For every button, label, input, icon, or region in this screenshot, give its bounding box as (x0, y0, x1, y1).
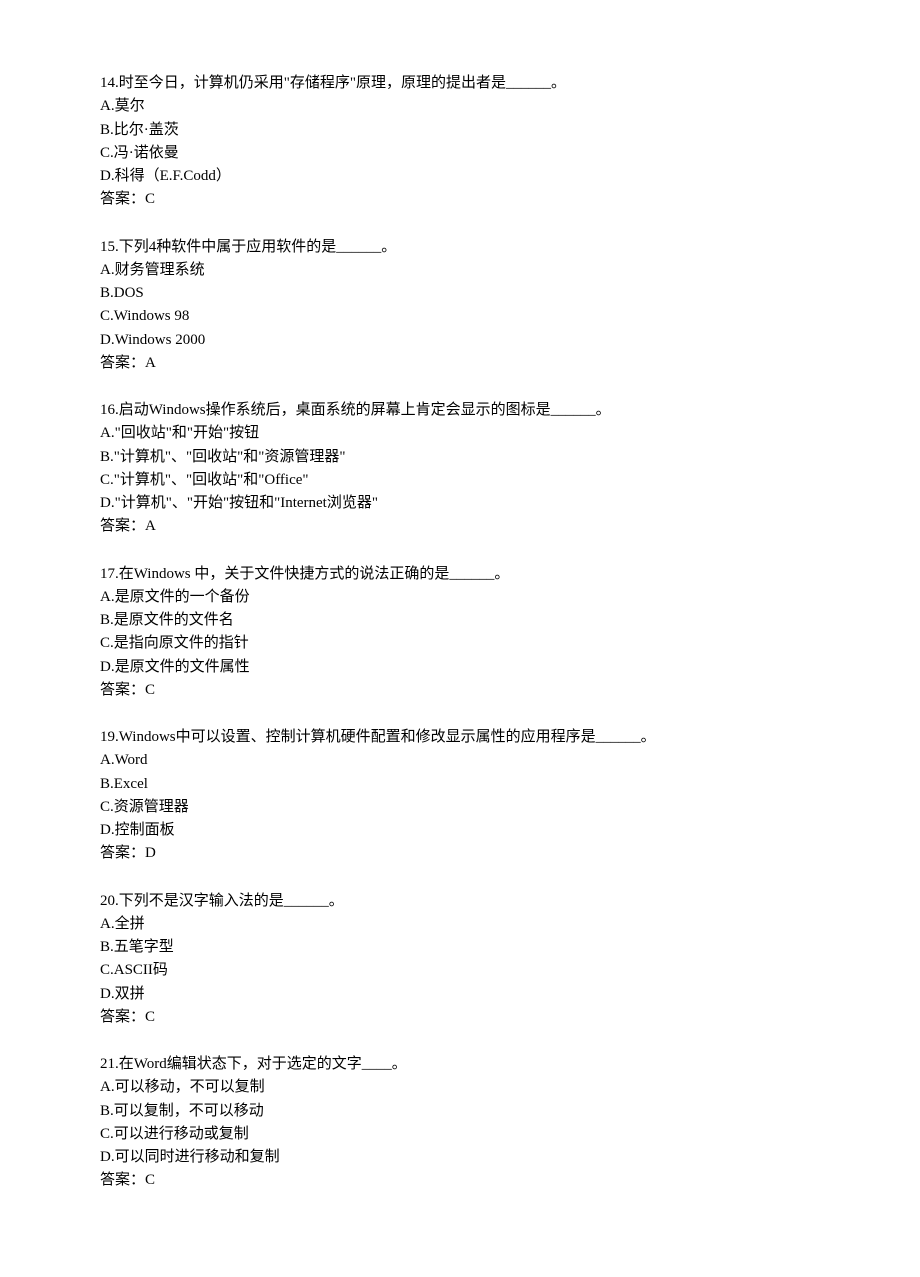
option-c: C.可以进行移动或复制 (100, 1123, 820, 1146)
option-b: B.Excel (100, 773, 820, 796)
option-b: B.可以复制，不可以移动 (100, 1100, 820, 1123)
option-a: A.Word (100, 749, 820, 772)
option-c: C."计算机"、"回收站"和"Office" (100, 469, 820, 492)
option-a: A.财务管理系统 (100, 259, 820, 282)
question-14: 14.时至今日，计算机仍采用"存储程序"原理，原理的提出者是______。 A.… (100, 72, 820, 212)
question-stem: 19.Windows中可以设置、控制计算机硬件配置和修改显示属性的应用程序是__… (100, 726, 820, 749)
option-b: B.五笔字型 (100, 936, 820, 959)
question-17: 17.在Windows 中，关于文件快捷方式的说法正确的是______。 A.是… (100, 563, 820, 703)
question-stem: 21.在Word编辑状态下，对于选定的文字____。 (100, 1053, 820, 1076)
answer-line: 答案：C (100, 188, 820, 211)
option-a: A.是原文件的一个备份 (100, 586, 820, 609)
question-16: 16.启动Windows操作系统后，桌面系统的屏幕上肯定会显示的图标是_____… (100, 399, 820, 539)
option-a: A.可以移动，不可以复制 (100, 1076, 820, 1099)
option-a: A.全拼 (100, 913, 820, 936)
option-c: C.Windows 98 (100, 305, 820, 328)
option-d: D.可以同时进行移动和复制 (100, 1146, 820, 1169)
question-stem: 17.在Windows 中，关于文件快捷方式的说法正确的是______。 (100, 563, 820, 586)
option-d: D.双拼 (100, 983, 820, 1006)
question-stem: 14.时至今日，计算机仍采用"存储程序"原理，原理的提出者是______。 (100, 72, 820, 95)
answer-line: 答案：D (100, 842, 820, 865)
option-c: C.ASCII码 (100, 959, 820, 982)
question-stem: 20.下列不是汉字输入法的是______。 (100, 890, 820, 913)
option-d: D.Windows 2000 (100, 329, 820, 352)
question-20: 20.下列不是汉字输入法的是______。 A.全拼 B.五笔字型 C.ASCI… (100, 890, 820, 1030)
answer-line: 答案：A (100, 352, 820, 375)
option-b: B."计算机"、"回收站"和"资源管理器" (100, 446, 820, 469)
option-b: B.DOS (100, 282, 820, 305)
option-c: C.资源管理器 (100, 796, 820, 819)
question-15: 15.下列4种软件中属于应用软件的是______。 A.财务管理系统 B.DOS… (100, 236, 820, 376)
option-c: C.冯·诺依曼 (100, 142, 820, 165)
option-d: D.科得（E.F.Codd） (100, 165, 820, 188)
option-d: D."计算机"、"开始"按钮和"Internet浏览器" (100, 492, 820, 515)
question-19: 19.Windows中可以设置、控制计算机硬件配置和修改显示属性的应用程序是__… (100, 726, 820, 866)
answer-line: 答案：C (100, 679, 820, 702)
question-21: 21.在Word编辑状态下，对于选定的文字____。 A.可以移动，不可以复制 … (100, 1053, 820, 1193)
question-stem: 15.下列4种软件中属于应用软件的是______。 (100, 236, 820, 259)
answer-line: 答案：C (100, 1006, 820, 1029)
option-d: D.是原文件的文件属性 (100, 656, 820, 679)
option-a: A."回收站"和"开始"按钮 (100, 422, 820, 445)
answer-line: 答案：C (100, 1169, 820, 1192)
option-c: C.是指向原文件的指针 (100, 632, 820, 655)
answer-line: 答案：A (100, 515, 820, 538)
option-b: B.比尔·盖茨 (100, 119, 820, 142)
option-d: D.控制面板 (100, 819, 820, 842)
question-stem: 16.启动Windows操作系统后，桌面系统的屏幕上肯定会显示的图标是_____… (100, 399, 820, 422)
option-a: A.莫尔 (100, 95, 820, 118)
option-b: B.是原文件的文件名 (100, 609, 820, 632)
